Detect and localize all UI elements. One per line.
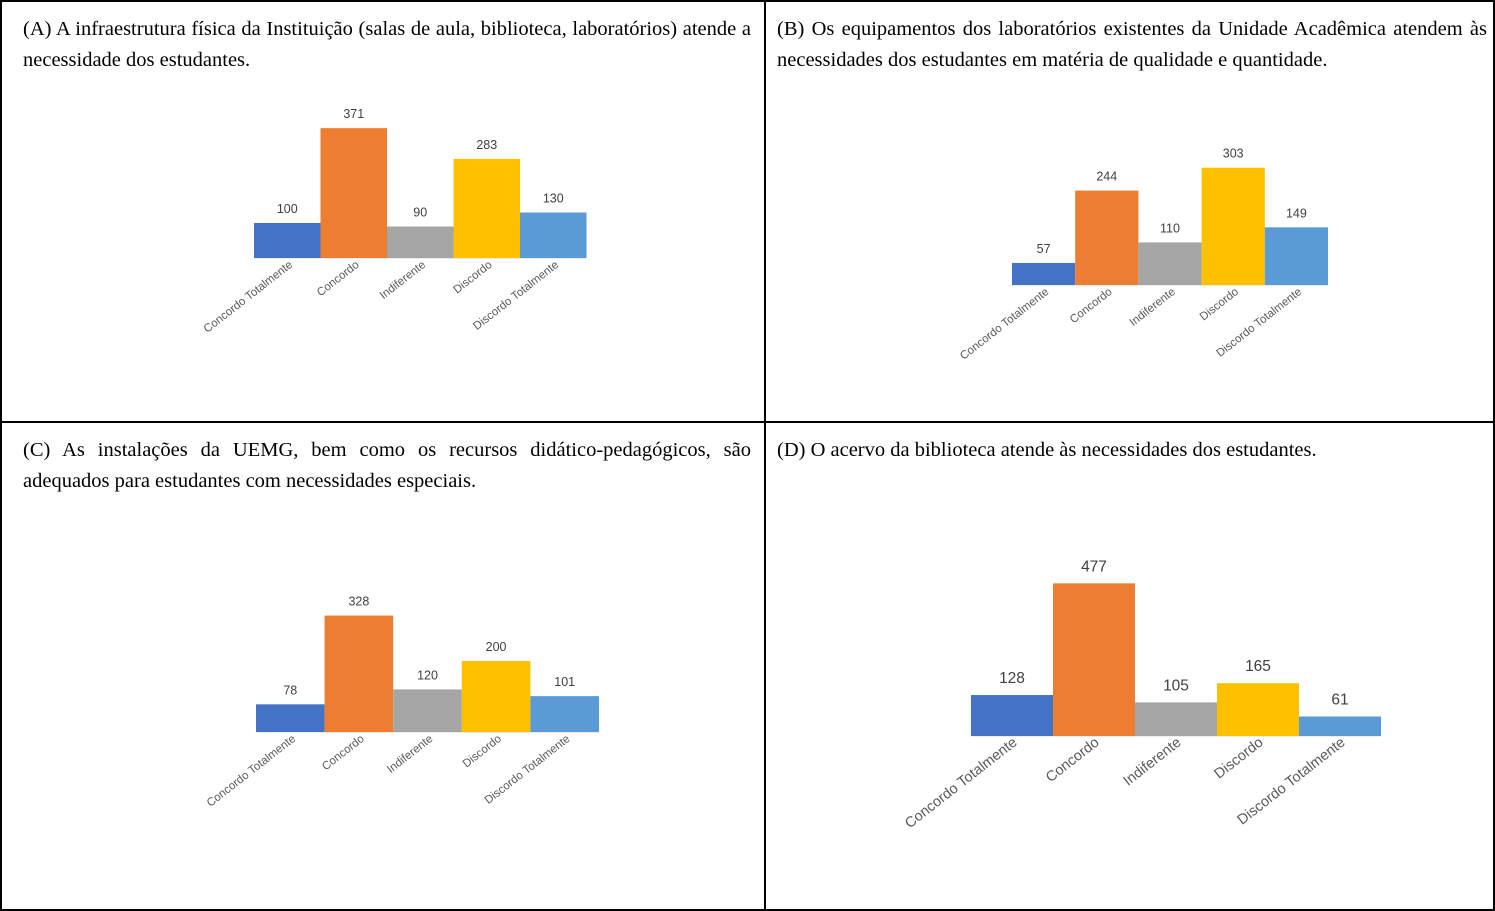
panel-d-category-label: Discordo xyxy=(1212,735,1267,783)
panel-d-bar xyxy=(1135,702,1217,736)
panel-b-bar xyxy=(1138,242,1201,285)
panel-a-category-label: Discordo xyxy=(451,259,494,296)
panel-c-data-label: 101 xyxy=(554,675,575,689)
panel-b-bar xyxy=(1075,191,1138,285)
panel-d-data-label: 165 xyxy=(1245,658,1271,675)
panel-a-category-label: Concordo Totalmente xyxy=(202,259,295,336)
panel-a-category-label: Indiferente xyxy=(378,259,428,302)
panel-d-data-label: 105 xyxy=(1163,677,1189,694)
panel-c-category-label: Indiferente xyxy=(385,733,435,776)
panel-b-bar xyxy=(1265,227,1328,285)
panel-c-bar xyxy=(462,661,531,732)
panel-a-data-label: 100 xyxy=(277,202,298,216)
panel-d-data-label: 128 xyxy=(999,670,1025,687)
panel-d: (D) O acervo da biblioteca atende às nec… xyxy=(764,421,1495,911)
panel-c-category-label: Concordo xyxy=(320,733,367,773)
panel-c-data-label: 78 xyxy=(283,683,297,697)
panel-a-bar xyxy=(387,227,454,259)
panel-a-bar-chart: 100 Concordo Totalmente 371 Concordo 90 Indif… xyxy=(2,2,766,423)
panel-a: (A) A infraestrutura física da Instituiç… xyxy=(0,0,766,423)
panel-b-category-label: Concordo Totalmente xyxy=(958,286,1051,363)
panel-d-data-label: 61 xyxy=(1331,691,1348,708)
panel-b-category-label: Discordo xyxy=(1198,286,1241,323)
panel-d-category-label: Concordo Totalmente xyxy=(902,735,1020,832)
panel-d-bar xyxy=(971,695,1053,736)
panel-b-bar xyxy=(1202,168,1265,285)
panel-a-data-label: 90 xyxy=(413,206,427,220)
panel-c-data-label: 120 xyxy=(417,668,438,682)
panel-b-data-label: 149 xyxy=(1286,206,1307,220)
panel-b-category-label: Concordo xyxy=(1068,286,1115,326)
panel-c-data-label: 200 xyxy=(486,640,507,654)
panel-b-data-label: 244 xyxy=(1096,170,1117,184)
panel-b-bar-chart: 57 Concordo Totalmente 244 Concordo 110 Indif… xyxy=(766,2,1495,423)
panel-c-bar xyxy=(256,704,325,732)
panel-c-bar xyxy=(530,696,599,732)
panel-a-data-label: 371 xyxy=(343,107,364,121)
panel-a-bar xyxy=(321,128,388,258)
panel-a-data-label: 130 xyxy=(543,192,564,206)
panel-d-bar xyxy=(1217,683,1299,736)
panel-b-bar xyxy=(1012,263,1075,285)
panel-b: (B) Os equipamentos dos laboratórios exi… xyxy=(764,0,1495,423)
panel-b-category-label: Indiferente xyxy=(1128,286,1178,329)
panel-d-data-label: 477 xyxy=(1081,558,1107,575)
panel-c-bar xyxy=(393,689,462,732)
panel-d-bar xyxy=(1299,716,1381,736)
panel-a-bar xyxy=(520,213,587,259)
panel-c-data-label: 328 xyxy=(348,595,369,609)
panel-c-category-label: Discordo xyxy=(461,733,504,770)
panel-d-category-label: Concordo xyxy=(1043,735,1102,786)
panel-c-bar xyxy=(325,616,394,732)
panel-d-bar xyxy=(1053,583,1135,736)
panel-b-data-label: 57 xyxy=(1037,242,1051,256)
panel-d-category-label: Indiferente xyxy=(1121,735,1185,790)
panel-b-data-label: 110 xyxy=(1160,221,1180,235)
panel-c-category-label: Concordo Totalmente xyxy=(205,733,298,810)
panel-a-data-label: 283 xyxy=(476,138,497,152)
panel-d-bar-chart: 128 Concordo Totalmente 477 Concordo 105 Indi… xyxy=(766,423,1495,911)
panel-c: (C) As instalações da UEMG, bem como os … xyxy=(0,421,766,911)
panel-a-bar xyxy=(454,159,521,258)
panel-a-bar xyxy=(254,223,321,258)
panel-c-bar-chart: 78 Concordo Totalmente 328 Concordo 120 Indif… xyxy=(2,423,766,911)
panel-b-data-label: 303 xyxy=(1223,147,1244,161)
panel-a-category-label: Concordo xyxy=(315,259,362,299)
